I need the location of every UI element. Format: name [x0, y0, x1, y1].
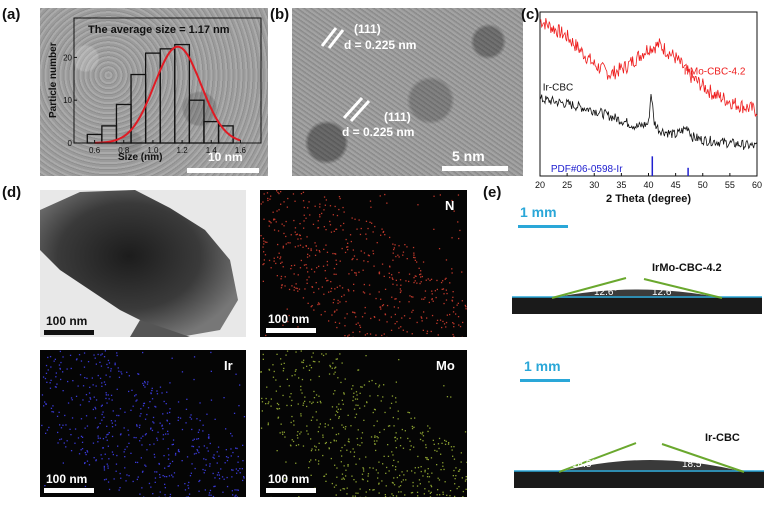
scalebar-label-e2: 1 mm: [524, 358, 561, 374]
scalebar-label-d1: 100 nm: [46, 314, 88, 328]
histogram-ytick: 0: [68, 139, 73, 148]
xrd-chart: 20 25 30 35 40 45 50 55 60 2 Theta (degree) IrMo…: [535, 11, 762, 205]
element-label-n: N: [445, 198, 455, 213]
average-size-annotation: The average size = 1.17 nm: [88, 24, 230, 36]
panel-b-hrtem-image: (111) d = 0.225 nm (111) d = 0.225 nm 5 …: [292, 8, 523, 176]
scalebar-label-d3: 100 nm: [46, 472, 88, 486]
histogram-ylabel: Particle number: [48, 42, 59, 118]
lattice-plane-1: (111): [354, 22, 381, 36]
sample-label-ir: Ir-CBC: [705, 432, 740, 444]
mo-element-map: [260, 350, 467, 497]
panel-d-tem-image: 100 nm: [40, 190, 246, 337]
scalebar-d4: [266, 488, 316, 493]
histogram-xtick: 1.6: [235, 146, 247, 155]
panel-a-label: (a): [2, 6, 21, 23]
scalebar-label-d4: 100 nm: [268, 472, 310, 486]
xrd-series-line: [539, 18, 758, 118]
panel-e-label: (e): [483, 184, 502, 201]
series-label-irmo: IrMo-CBC-4.2: [684, 66, 746, 77]
scalebar-d2: [266, 328, 316, 333]
xrd-plot-frame: [539, 11, 758, 177]
droplet-irmo: 12.6° 12.6°: [512, 276, 762, 316]
xrd-xtick: 35: [616, 180, 626, 190]
lattice-markers: [320, 27, 371, 123]
xrd-series-line: [539, 93, 758, 150]
xrd-xtick: 40: [643, 180, 653, 190]
ir-element-map: [41, 350, 246, 497]
panel-c-label: (c): [521, 6, 540, 23]
scalebar-a: [187, 168, 259, 173]
droplet-ir: 18.5° 18.5°: [514, 440, 764, 490]
histogram-ytick: 10: [63, 96, 72, 105]
n-element-map: [260, 190, 467, 337]
series-label-ir: Ir-CBC: [543, 83, 574, 94]
histogram-xtick: 1.4: [206, 146, 218, 155]
histogram-xtick: 1.2: [177, 146, 189, 155]
gaussian-fit-curve: [94, 45, 241, 144]
scalebar-label-d2: 100 nm: [268, 312, 310, 326]
panel-a-tem-image: 0.6 0.8 1.0 1.2 1.4 1.6 0 10 20 The average size…: [40, 8, 268, 176]
element-label-ir: Ir: [224, 358, 233, 373]
contact-angle-right-ir: 18.5°: [682, 459, 706, 470]
xrd-xtick: 20: [535, 180, 545, 190]
xrd-xtick: 45: [671, 180, 681, 190]
scalebar-d1: [44, 330, 94, 335]
size-histogram: 0.6 0.8 1.0 1.2 1.4 1.6 0 10 20: [40, 8, 268, 176]
panel-d-label: (d): [2, 184, 22, 201]
reference-label: PDF#06-0598-Ir: [551, 164, 623, 175]
scalebar-label-b: 5 nm: [452, 148, 485, 164]
histogram-ytick: 20: [63, 53, 72, 62]
sample-label-irmo: IrMo-CBC-4.2: [652, 262, 722, 274]
xrd-xtick: 60: [752, 180, 762, 190]
contact-angle-right-irmo: 12.6°: [652, 287, 676, 298]
xrd-xtick: 50: [698, 180, 708, 190]
contact-angle-left-ir: 18.5°: [572, 459, 596, 470]
histogram-xtick: 0.8: [118, 146, 130, 155]
xrd-xtick: 30: [589, 180, 599, 190]
scalebar-label-a: 10 nm: [208, 150, 243, 164]
panel-b-label: (b): [270, 6, 290, 23]
histogram-frame: [73, 17, 262, 144]
d-spacing-1: d = 0.225 nm: [344, 38, 417, 52]
panel-d-map-mo: Mo 100 nm: [260, 350, 467, 497]
xrd-xlabel: 2 Theta (degree): [606, 193, 691, 205]
xrd-xtick: 55: [725, 180, 735, 190]
scalebar-label-e1: 1 mm: [520, 204, 557, 220]
scalebar-b: [442, 166, 508, 171]
contact-angle-left-irmo: 12.6°: [594, 287, 618, 298]
scalebar-e2: [520, 379, 570, 382]
scalebar-e1: [518, 225, 568, 228]
xrd-xtick: 25: [562, 180, 572, 190]
histogram-xtick: 1.0: [147, 146, 159, 155]
element-label-mo: Mo: [436, 358, 455, 373]
panel-d-map-ir: Ir 100 nm: [40, 350, 246, 497]
histogram-xlabel: Size (nm): [118, 152, 163, 163]
lattice-plane-2: (111): [384, 110, 411, 124]
scalebar-d3: [44, 488, 94, 493]
d-spacing-2: d = 0.225 nm: [342, 125, 415, 139]
panel-d-map-n: N 100 nm: [260, 190, 467, 337]
histogram-xtick: 0.6: [89, 146, 101, 155]
particle-silhouette: [40, 190, 238, 337]
